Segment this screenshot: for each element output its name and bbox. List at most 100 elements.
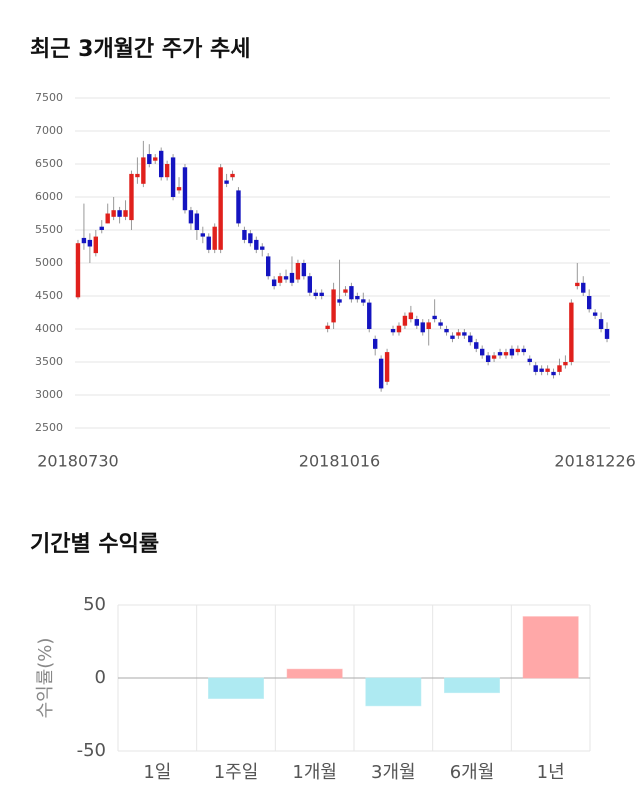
candle-body — [438, 322, 443, 326]
candle-body — [81, 237, 87, 244]
x-tick-label: 1주일 — [214, 762, 259, 783]
y-tick-label: 3000 — [35, 388, 63, 401]
candle-body — [271, 279, 277, 287]
candle-body — [188, 210, 194, 224]
candle-body — [206, 236, 211, 250]
candle-body — [384, 352, 390, 382]
y-tick-label: 5500 — [35, 223, 63, 236]
candle-body — [331, 289, 336, 323]
candle-body — [533, 365, 538, 372]
candle-body — [450, 335, 455, 339]
candle-body — [182, 167, 188, 211]
chart-title: 기간별 수익률 — [30, 532, 159, 557]
candle-body — [93, 236, 99, 254]
candle-body — [194, 213, 200, 230]
candle-body — [200, 233, 206, 237]
candle-body — [503, 352, 509, 356]
candle-body — [426, 322, 431, 329]
y-tick-label: 4500 — [35, 289, 63, 302]
y-tick-label: 7000 — [35, 124, 63, 137]
y-tick-label: 6000 — [35, 190, 63, 203]
candle-body — [111, 210, 116, 217]
x-tick-label: 20181016 — [299, 452, 380, 471]
candle-body — [283, 276, 289, 280]
candle-body — [474, 342, 479, 349]
candle-body — [349, 286, 354, 300]
candle-body — [592, 312, 598, 316]
candle-body — [230, 173, 235, 178]
candle-body — [402, 315, 408, 326]
candle-body — [581, 282, 586, 293]
candle-body — [153, 157, 158, 161]
candle-body — [569, 302, 574, 362]
x-tick-label: 20181226 — [554, 452, 635, 471]
candle-body — [337, 299, 342, 303]
y-tick-label: 6500 — [35, 157, 63, 170]
candle-body — [313, 292, 318, 296]
candle-body — [176, 187, 182, 191]
x-tick-label: 1개월 — [292, 762, 337, 783]
candle-body — [586, 296, 592, 310]
bar — [522, 616, 579, 679]
candle-body — [170, 157, 176, 197]
candle-body — [367, 302, 372, 329]
candle-body — [123, 210, 128, 217]
bar — [444, 677, 500, 694]
candle-body — [491, 355, 497, 359]
candle-body — [432, 315, 437, 320]
candle-body — [563, 362, 568, 366]
candle-body — [105, 213, 110, 224]
candle-body — [301, 263, 307, 277]
candle-body — [497, 352, 503, 356]
candle-body — [598, 319, 604, 329]
candle-body — [99, 226, 104, 230]
candle-body — [557, 365, 562, 372]
y-tick-label: 2500 — [35, 421, 63, 434]
candle-body — [575, 282, 580, 287]
y-tick-label: 0 — [95, 667, 106, 688]
candle-body — [218, 167, 223, 250]
candle-body — [87, 239, 93, 247]
candle-body — [527, 358, 532, 362]
chart-title: 최근 3개월간 주가 추세 — [30, 37, 250, 62]
candle-body — [414, 319, 420, 326]
candle-body — [242, 230, 247, 240]
candle-body — [289, 272, 295, 283]
candle-body — [319, 292, 324, 296]
candle-body — [75, 243, 81, 298]
candle-body — [408, 312, 414, 320]
y-tick-label: -50 — [77, 740, 106, 761]
candle-body — [515, 348, 521, 353]
y-tick-label: 3500 — [35, 355, 63, 368]
candle-body — [147, 154, 152, 164]
candle-body — [361, 299, 366, 303]
candle-body — [355, 296, 360, 300]
candle-body — [444, 329, 449, 333]
x-tick-label: 20180730 — [37, 452, 118, 471]
candle-body — [468, 335, 473, 343]
candle-body — [372, 338, 378, 349]
candle-body — [420, 322, 425, 333]
bar — [286, 668, 343, 679]
candle-body — [390, 329, 396, 333]
candle-body — [604, 329, 610, 339]
candle-body — [135, 173, 140, 178]
x-tick-label: 3개월 — [371, 762, 416, 783]
candle-body — [212, 226, 217, 250]
y-tick-label: 50 — [83, 594, 106, 615]
candle-body — [164, 164, 170, 178]
bar — [365, 677, 422, 707]
candle-body — [485, 355, 491, 362]
candle-body — [141, 157, 146, 184]
candle-body — [462, 332, 467, 336]
candle-body — [260, 246, 265, 250]
x-tick-label: 1년 — [537, 762, 565, 783]
candle-body — [117, 210, 122, 217]
candle-body — [129, 173, 134, 221]
candle-body — [248, 233, 253, 244]
x-tick-label: 1일 — [143, 762, 171, 783]
candle-body — [254, 239, 259, 250]
y-tick-label: 7500 — [35, 91, 63, 104]
candle-body — [307, 276, 313, 293]
